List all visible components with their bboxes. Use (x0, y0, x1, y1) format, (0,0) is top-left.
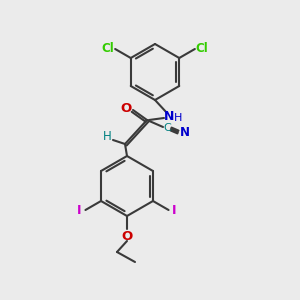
Text: Cl: Cl (102, 41, 115, 55)
Text: C: C (163, 123, 171, 133)
Text: O: O (122, 230, 133, 242)
Text: N: N (164, 110, 174, 122)
Text: I: I (172, 203, 177, 217)
Text: N: N (180, 127, 190, 140)
Text: H: H (103, 130, 111, 142)
Text: O: O (120, 101, 132, 115)
Text: Cl: Cl (196, 41, 208, 55)
Text: I: I (77, 203, 82, 217)
Text: H: H (174, 113, 182, 123)
